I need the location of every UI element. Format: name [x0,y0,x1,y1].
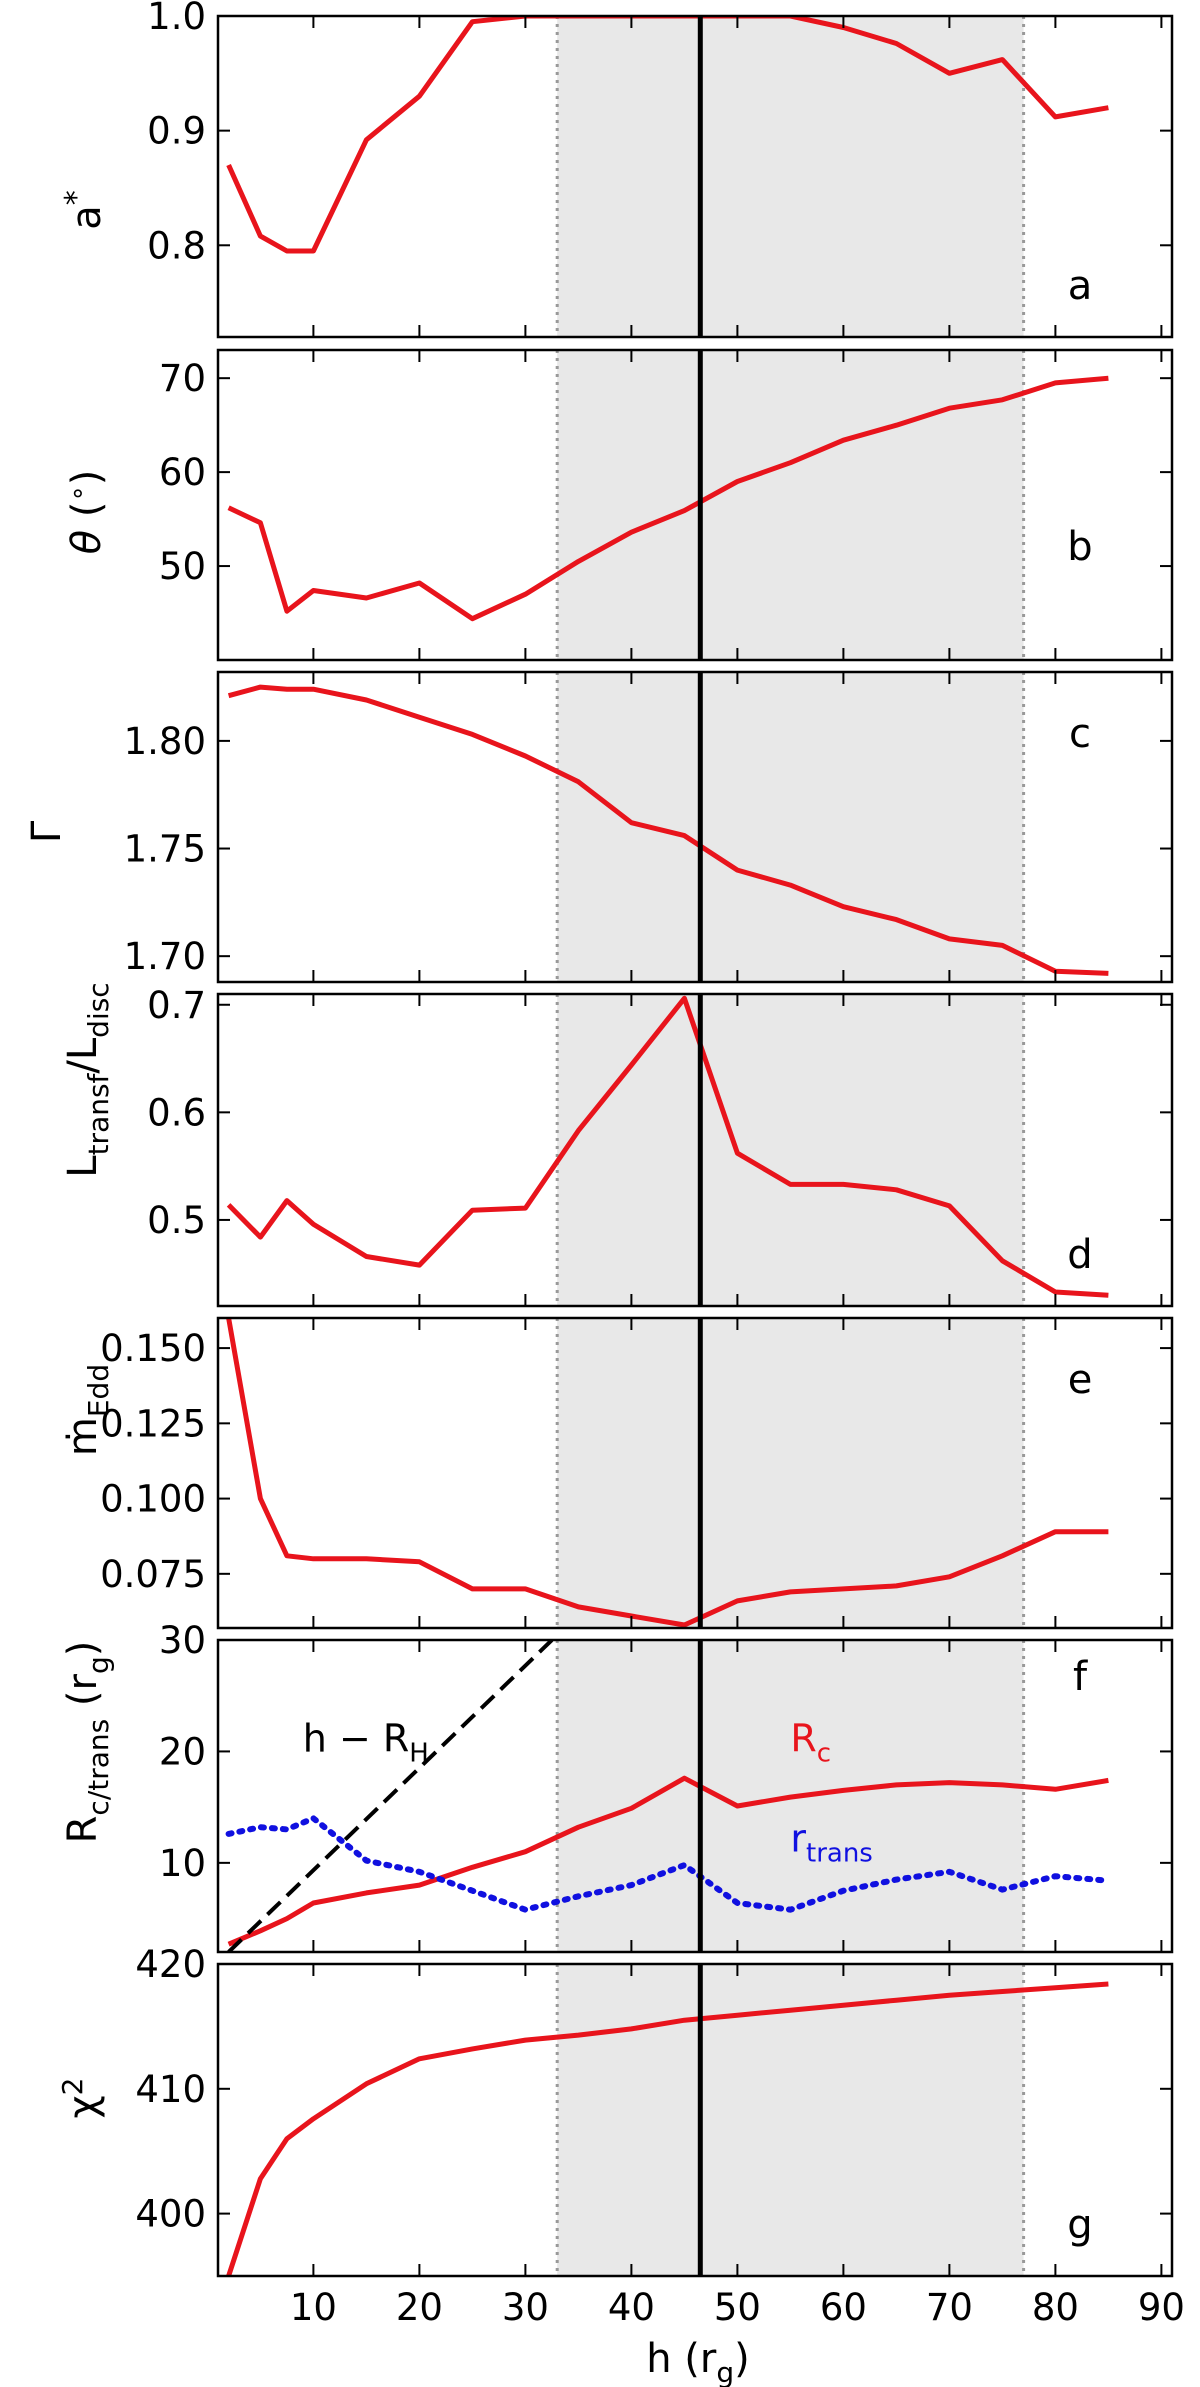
panel-letter: f [1073,1654,1088,1700]
panel-letter: d [1067,1232,1092,1278]
y-tick-label: 0.150 [100,1327,206,1370]
y-tick-label: 1.70 [124,935,206,978]
y-tick-label: 70 [159,357,206,400]
panel-a: 0.8 0.9 1.0 a [147,0,1174,339]
panel-c: 1.70 1.75 1.80 c [124,670,1174,984]
panel-e: 0.075 0.100 0.125 0.150 e [100,1316,1174,1630]
x-tick-label: 20 [396,2286,443,2329]
series-group [227,684,1109,976]
y-tick-label: 30 [159,1619,206,1662]
panel-frame [216,348,1174,662]
shaded-region [557,350,1024,660]
series-line-f-1 [225,1815,1112,1913]
panel-letter: b [1067,524,1092,570]
panel-letter: g [1067,2202,1092,2248]
svg-text:a*: a* [59,190,110,230]
y-tick-label: 0.075 [100,1553,206,1596]
panel-b: 50 60 70 b [159,348,1174,662]
series-annotation: rtrans [790,1817,872,1869]
series-line-a-0 [226,16,1109,254]
series-line-f-2 [227,1640,554,1952]
ylabel-d: Ltransf/Ldisc [60,982,115,1177]
x-tick-label: 70 [926,2286,973,2329]
y-tick-label: 0.6 [147,1091,206,1134]
y-tick-label: 420 [135,1943,206,1986]
panels: 0.8 0.9 1.0 a 50 60 70 b 1.70 1.75 1.80 c 0.5 0.6 0.7 d… [100,0,1185,2329]
series-line-b-0 [227,375,1109,622]
series-annotation: Rc [790,1716,831,1768]
series-group [227,375,1109,622]
series-annotation: h − RH [303,1716,429,1768]
series-line-d-0 [226,995,1109,1298]
series-group [226,1981,1109,2276]
panel-letter: a [1068,263,1093,309]
y-tick-label: 20 [159,1730,206,1773]
svg-text:θ (∘): θ (∘) [63,470,110,555]
panel-letter: e [1068,1357,1093,1403]
y-tick-label: 0.100 [100,1478,206,1521]
series-group [226,16,1109,254]
panel-frame [216,992,1174,1308]
y-tick-label: 60 [159,451,206,494]
series-line-g-0 [226,1981,1109,2276]
svg-text:ṁEdd: ṁEdd [60,1364,115,1456]
series-group [226,995,1109,1298]
shaded-region [557,994,1024,1306]
x-tick-label: 30 [502,2286,549,2329]
y-tick-label: 0.5 [147,1199,206,1242]
shaded-region [557,16,1024,337]
ylabel-a: a* [59,190,110,230]
y-tick-label: 1.80 [124,720,206,763]
x-tick-label: 90 [1138,2286,1185,2329]
y-tick-label: 410 [135,2068,206,2111]
x-tick-label: 80 [1032,2286,1079,2329]
ylabel-f: Rc/trans (rg) [60,1641,115,1844]
y-tick-label: 0.9 [147,110,206,153]
panel-frame [216,1962,1174,2278]
panel-d: 0.5 0.6 0.7 d [147,984,1174,1308]
y-tick-label: 400 [135,2193,206,2236]
y-tick-label: 1.0 [147,0,206,38]
shaded-region [557,1964,1024,2276]
panel-f: 10 20 30 f h − RH Rc rtrans [159,1619,1174,1954]
ylabel-c: Γ [24,820,70,843]
x-axis-title: h (rg) [646,2336,750,2387]
panel-letter: c [1069,711,1091,757]
series-line-f-0 [227,1775,1109,1947]
ylabel-e: ṁEdd [60,1364,115,1456]
y-tick-label: 0.8 [147,224,206,267]
x-tick-label: 10 [290,2286,337,2329]
shaded-region [557,672,1024,982]
panel-frame [216,1316,1174,1630]
svg-text:Rc/trans (rg): Rc/trans (rg) [60,1641,115,1844]
y-tick-label: 50 [159,545,206,588]
panel-frame [216,670,1174,984]
series-line-c-0 [227,684,1109,976]
x-tick-label: 50 [714,2286,761,2329]
series-group [225,1640,1112,1952]
x-tick-label: 60 [820,2286,867,2329]
x-tick-label: 40 [608,2286,655,2329]
y-tick-label: 1.75 [124,828,206,871]
y-tick-label: 0.7 [147,984,206,1027]
panel-frame [216,14,1174,339]
panel-frame [216,1638,1174,1954]
y-tick-label: 10 [159,1842,206,1885]
shaded-region [557,1318,1024,1628]
ylabel-b: θ (∘) [63,470,110,555]
svg-text:Γ: Γ [24,820,70,843]
svg-text:χ2: χ2 [56,2078,106,2119]
y-tick-label: 0.125 [100,1402,206,1445]
svg-text:Ltransf/Ldisc: Ltransf/Ldisc [60,982,115,1177]
ylabel-g: χ2 [56,2078,106,2119]
panel-g: 10 20 30 40 50 60 70 80 90 400 410 420 g [135,1943,1185,2329]
